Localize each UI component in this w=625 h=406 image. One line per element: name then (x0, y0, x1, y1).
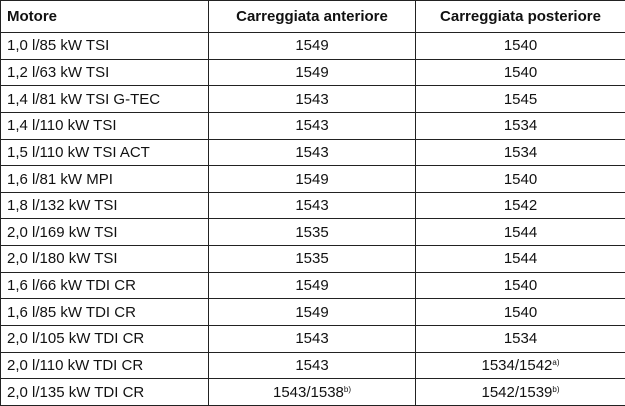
table-cell: 1535 (208, 245, 416, 273)
table-cell: 1544 (415, 218, 625, 247)
table-row: 1,0 l/85 kW TSI 1549 1540 (0, 32, 625, 60)
table-row: 1,4 l/81 kW TSI G-TEC 1543 1545 (0, 85, 625, 113)
table-cell: 1535 (208, 218, 416, 247)
header-cell: Carreggiata posteriore (415, 0, 625, 33)
table-cell: 1,5 l/110 kW TSI ACT (0, 138, 209, 167)
table-cell: 1544 (415, 245, 625, 273)
table-cell: 1549 (208, 298, 416, 327)
table-cell: 1543 (208, 138, 416, 167)
table-cell: 1534/1542a) (415, 351, 625, 380)
table-row: 2,0 l/110 kW TDI CR 1543 1534/1542a) (0, 351, 625, 380)
table-row: 1,5 l/110 kW TSI ACT 1543 1534 (0, 138, 625, 167)
table-cell: 1534 (415, 325, 625, 353)
table-cell: 1540 (415, 32, 625, 60)
table-row: 2,0 l/169 kW TSI 1535 1544 (0, 218, 625, 247)
table-cell: 1540 (415, 298, 625, 327)
table-cell: 1549 (208, 165, 416, 193)
table-cell: 1543 (208, 351, 416, 380)
cell-value: 1543/1538 (272, 383, 344, 401)
table-cell: 2,0 l/105 kW TDI CR (0, 325, 209, 353)
table-row: 1,6 l/66 kW TDI CR 1549 1540 (0, 271, 625, 300)
table-cell: 1540 (415, 58, 625, 87)
table-cell: 1,6 l/85 kW TDI CR (0, 298, 209, 327)
table-cell: 2,0 l/135 kW TDI CR (0, 378, 209, 406)
table-row: 2,0 l/105 kW TDI CR 1543 1534 (0, 325, 625, 353)
table-row: 1,6 l/85 kW TDI CR 1549 1540 (0, 298, 625, 327)
table-cell: 1,2 l/63 kW TSI (0, 58, 209, 87)
table-cell: 1549 (208, 32, 416, 60)
header-row: Motore Carreggiata anteriore Carreggiata p… (0, 0, 625, 33)
footnote-mark: b) (552, 384, 560, 394)
table-cell: 1545 (415, 85, 625, 113)
table-cell: 2,0 l/110 kW TDI CR (0, 351, 209, 380)
table-row: 1,6 l/81 kW MPI 1549 1540 (0, 165, 625, 193)
header-cell: Carreggiata anteriore (208, 0, 416, 33)
table-row: 1,2 l/63 kW TSI 1549 1540 (0, 58, 625, 87)
table-cell: 1549 (208, 271, 416, 300)
table-cell: 1,6 l/81 kW MPI (0, 165, 209, 193)
table-cell: 1543/1538b) (208, 378, 416, 406)
table-cell: 1542/1539b) (415, 378, 625, 406)
table-cell: 2,0 l/180 kW TSI (0, 245, 209, 273)
table-row: 1,8 l/132 kW TSI 1543 1542 (0, 191, 625, 220)
header-cell: Motore (0, 0, 209, 33)
table-cell: 1,8 l/132 kW TSI (0, 191, 209, 220)
table-row: 2,0 l/180 kW TSI 1535 1544 (0, 245, 625, 273)
table-cell: 1543 (208, 191, 416, 220)
table-cell: 1543 (208, 111, 416, 140)
table-cell: 1534 (415, 111, 625, 140)
table-cell: 1,4 l/110 kW TSI (0, 111, 209, 140)
footnote-mark: a) (552, 358, 560, 367)
table-cell: 1543 (208, 85, 416, 113)
table-cell: 1,0 l/85 kW TSI (0, 32, 209, 60)
table-cell: 1,6 l/66 kW TDI CR (0, 271, 209, 300)
cell-value: 1534/1542 (481, 357, 553, 374)
cell-value: 1542/1539 (481, 383, 553, 401)
table-cell: 1540 (415, 165, 625, 193)
table-cell: 1,4 l/81 kW TSI G-TEC (0, 85, 209, 113)
table-cell: 1534 (415, 138, 625, 167)
table-cell: 1543 (208, 325, 416, 353)
table-row: 1,4 l/110 kW TSI 1543 1534 (0, 111, 625, 140)
table-cell: 2,0 l/169 kW TSI (0, 218, 209, 247)
footnote-mark: b) (343, 384, 352, 394)
table-cell: 1549 (208, 58, 416, 87)
table-cell: 1540 (415, 271, 625, 300)
table-cell: 1542 (415, 191, 625, 220)
table-row: 2,0 l/135 kW TDI CR 1543/1538b) 1542/1539b… (0, 378, 625, 406)
